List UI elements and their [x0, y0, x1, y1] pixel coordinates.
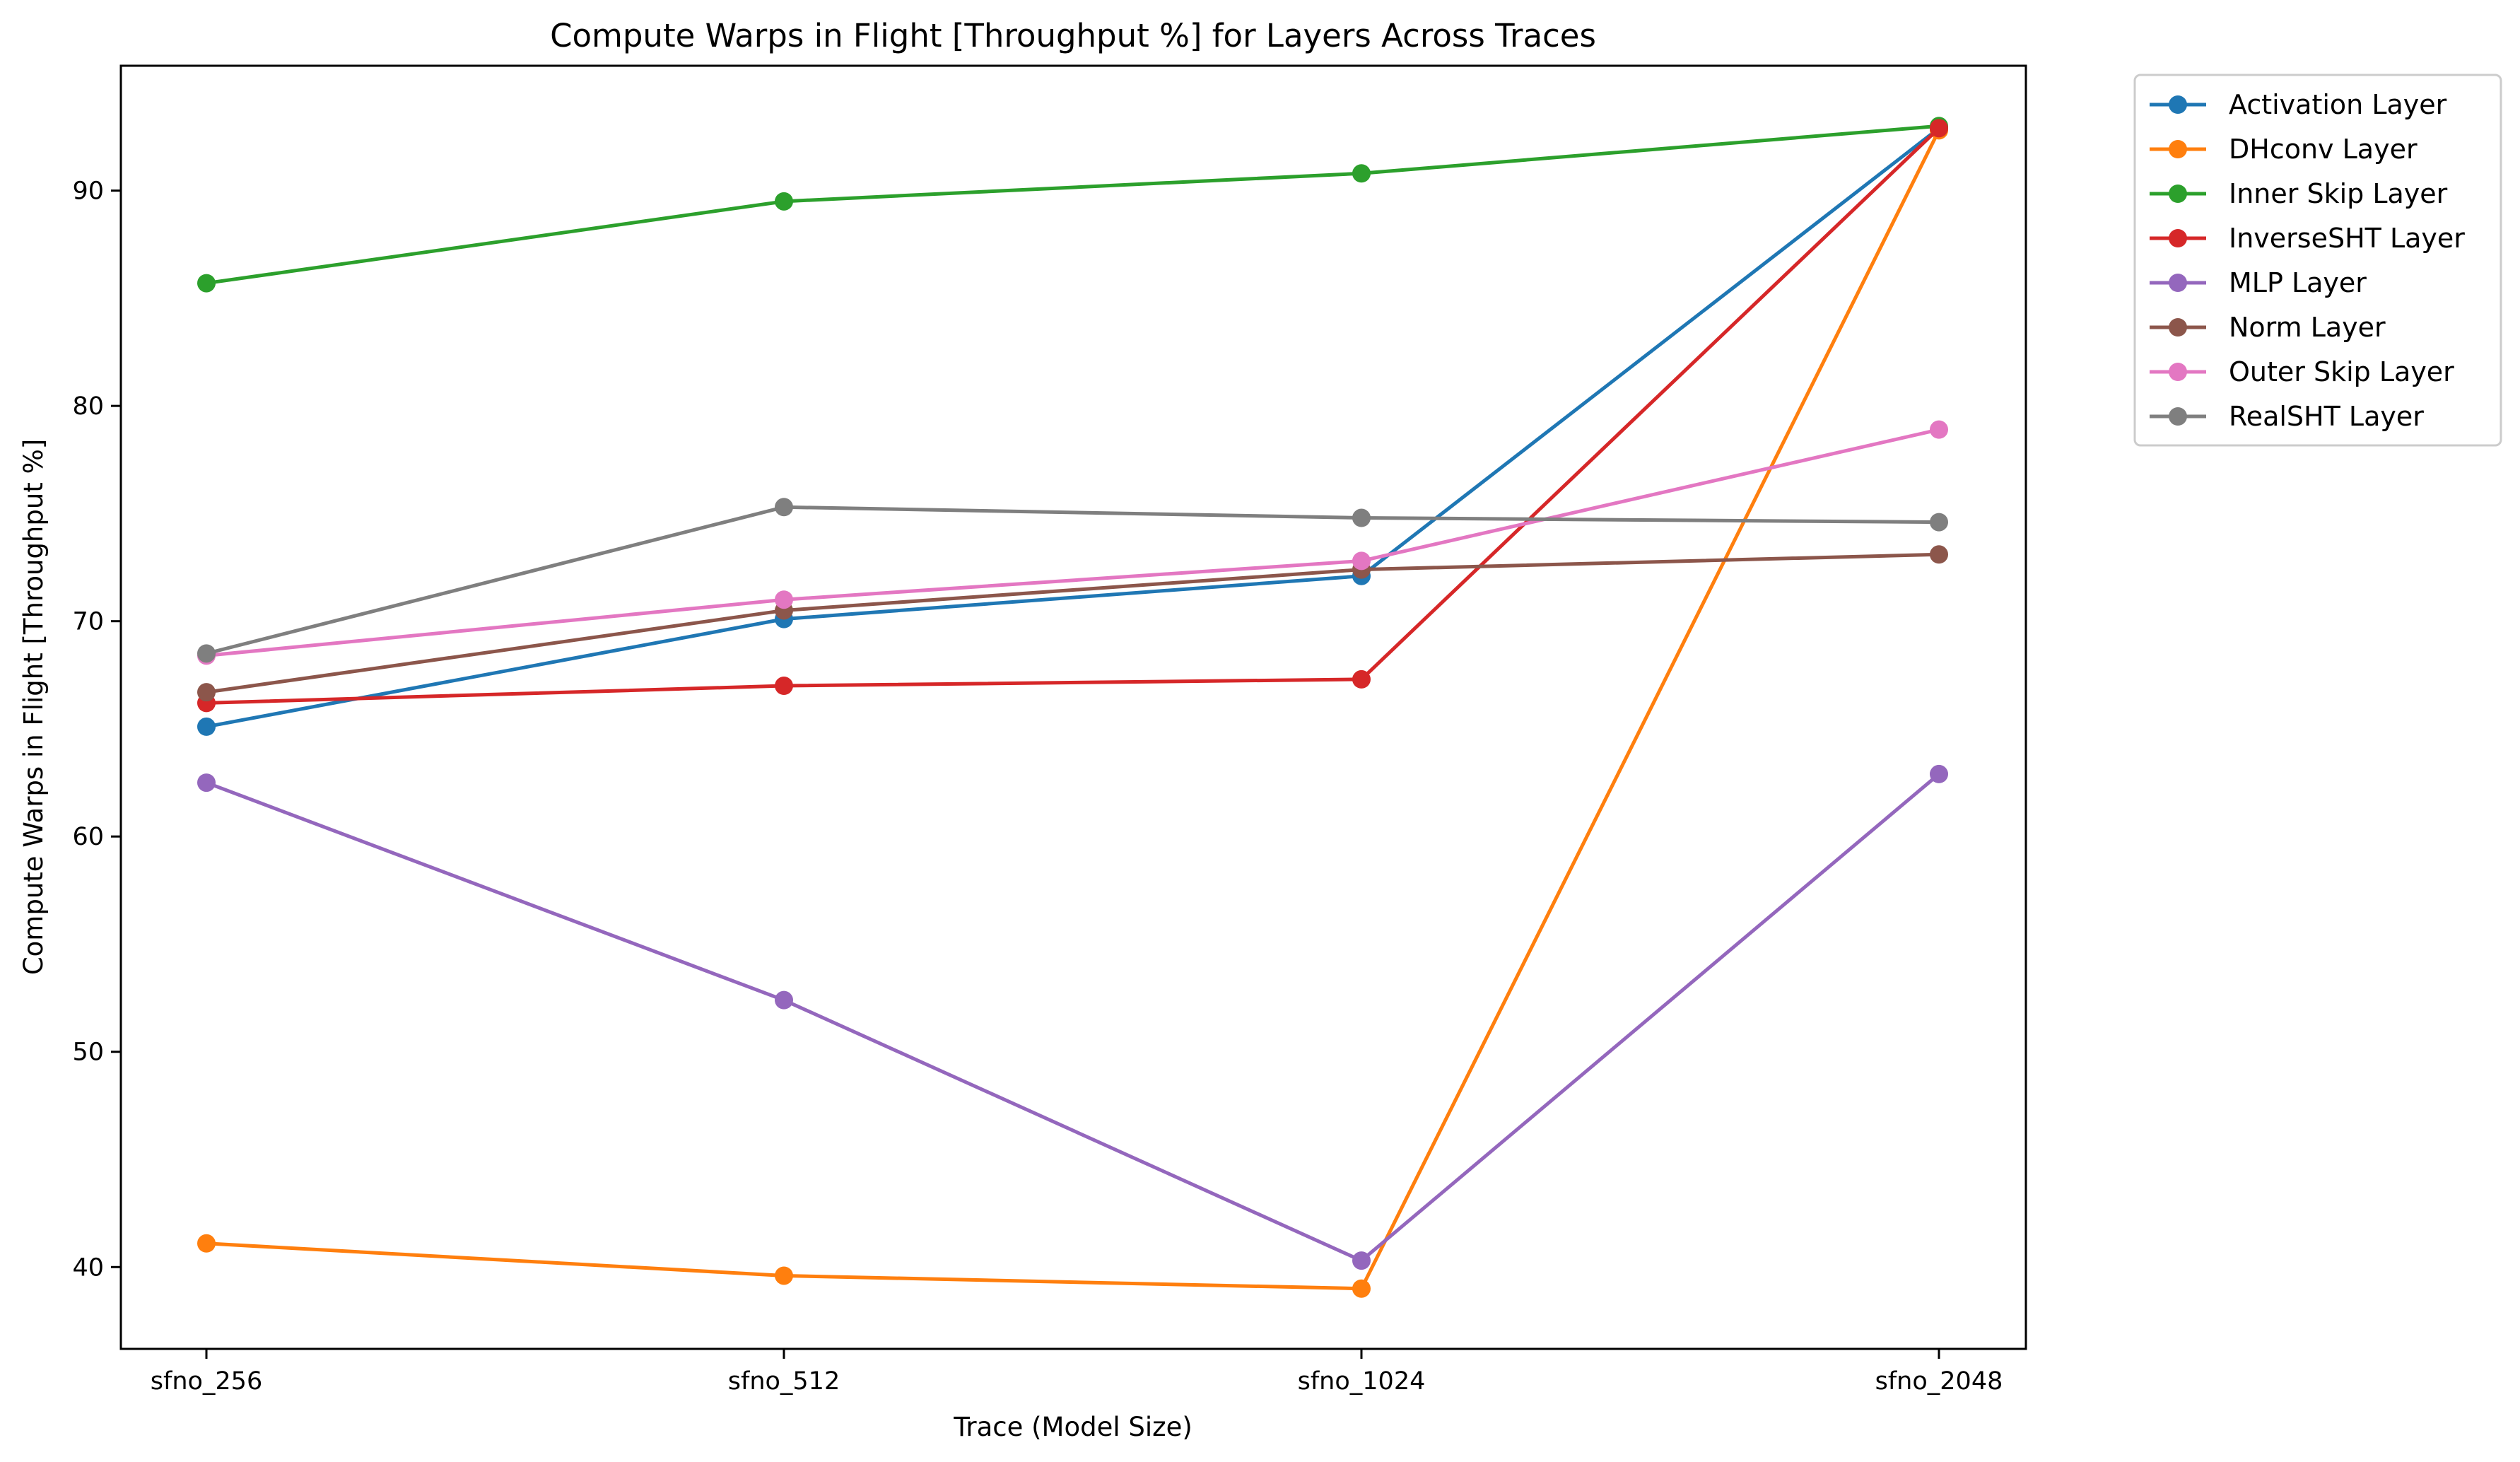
plot-area-frame: [119, 64, 2027, 1350]
legend-label: Outer Skip Layer: [2229, 356, 2454, 387]
legend-item: InverseSHT Layer: [2150, 223, 2465, 254]
y-tick-label: 90: [72, 177, 104, 206]
legend-item: Activation Layer: [2150, 89, 2447, 120]
legend-item: RealSHT Layer: [2150, 401, 2424, 432]
legend: Activation Layer DHconv Layer Inner Skip L…: [2133, 74, 2502, 447]
legend-marker: [2169, 363, 2187, 381]
data-point: [1352, 551, 1371, 571]
legend-marker: [2169, 140, 2187, 158]
series-line: [206, 772, 1940, 1263]
legend-marker: [2169, 95, 2187, 114]
data-point: [197, 773, 216, 793]
x-tick-label: sfno_512: [728, 1367, 840, 1396]
series-mlp-layer: [197, 764, 1948, 1270]
series-line: [206, 127, 1940, 705]
legend-item: Norm Layer: [2150, 312, 2386, 343]
series-activation-layer: [197, 119, 1948, 736]
legend-item: Inner Skip Layer: [2150, 178, 2448, 209]
series-line: [206, 127, 1940, 729]
legend-marker: [2169, 274, 2187, 292]
y-tick-label: 40: [72, 1253, 104, 1282]
data-point: [1352, 669, 1371, 689]
legend-label: Inner Skip Layer: [2229, 178, 2448, 209]
legend-label: Activation Layer: [2229, 89, 2447, 120]
series-line: [206, 428, 1940, 657]
series-inversesht-layer: [197, 119, 1948, 713]
data-point: [775, 990, 793, 1010]
data-point: [197, 683, 216, 702]
data-point: [1352, 1251, 1371, 1270]
data-point: [1930, 119, 1948, 138]
legend-label: DHconv Layer: [2229, 134, 2418, 165]
legend-marker: [2169, 318, 2187, 337]
data-point: [1930, 764, 1948, 783]
chart-title: Compute Warps in Flight [Throughput %] f…: [550, 17, 1596, 54]
legend-marker: [2169, 407, 2187, 426]
data-point: [1930, 513, 1948, 532]
y-tick-label: 50: [72, 1039, 104, 1067]
y-tick-label: 70: [72, 608, 104, 636]
data-point: [197, 717, 216, 736]
series-line: [206, 505, 1940, 655]
x-axis-ticks: sfno_256 sfno_512 sfno_1024 sfno_2048: [151, 1349, 2003, 1396]
x-tick-label: sfno_1024: [1298, 1367, 1426, 1396]
series-outer-skip-layer: [197, 420, 1948, 665]
data-point: [775, 1266, 793, 1285]
series-realsht-layer: [197, 498, 1948, 663]
legend-frame: [2133, 74, 2502, 447]
legend-label: InverseSHT Layer: [2229, 223, 2465, 254]
data-point: [1930, 420, 1948, 439]
series-inner-skip-layer: [197, 117, 1948, 293]
data-point: [1352, 1279, 1371, 1298]
data-point: [1352, 164, 1371, 183]
series-line: [206, 552, 1940, 694]
series-layer: [197, 117, 1948, 1298]
data-point: [775, 498, 793, 517]
legend-marker: [2169, 229, 2187, 247]
data-point: [1930, 545, 1948, 564]
legend-item: DHconv Layer: [2150, 134, 2418, 165]
x-tick-label: sfno_256: [151, 1367, 262, 1396]
legend-label: Norm Layer: [2229, 312, 2386, 343]
legend-marker: [2169, 185, 2187, 203]
data-point: [197, 644, 216, 663]
y-axis-ticks: 40 50 60 70 80 90: [72, 177, 121, 1282]
data-point: [775, 192, 793, 211]
legend-item: MLP Layer: [2150, 267, 2367, 298]
data-point: [775, 677, 793, 696]
y-tick-label: 80: [72, 392, 104, 421]
series-dhconv-layer: [197, 121, 1948, 1298]
data-point: [1352, 508, 1371, 527]
y-axis-label: Compute Warps in Flight [Throughput %]: [18, 439, 49, 975]
data-point: [775, 590, 793, 609]
x-tick-label: sfno_2048: [1875, 1367, 2003, 1396]
y-tick-label: 60: [72, 823, 104, 851]
series-line: [206, 129, 1941, 1291]
data-point: [197, 1234, 216, 1253]
legend-label: RealSHT Layer: [2229, 401, 2424, 432]
legend-items: Activation Layer DHconv Layer Inner Skip L…: [2150, 89, 2465, 432]
data-point: [197, 274, 216, 293]
x-axis-label: Trace (Model Size): [953, 1412, 1192, 1442]
legend-item: Outer Skip Layer: [2150, 356, 2454, 387]
series-line: [206, 124, 1940, 286]
legend-label: MLP Layer: [2229, 267, 2367, 298]
